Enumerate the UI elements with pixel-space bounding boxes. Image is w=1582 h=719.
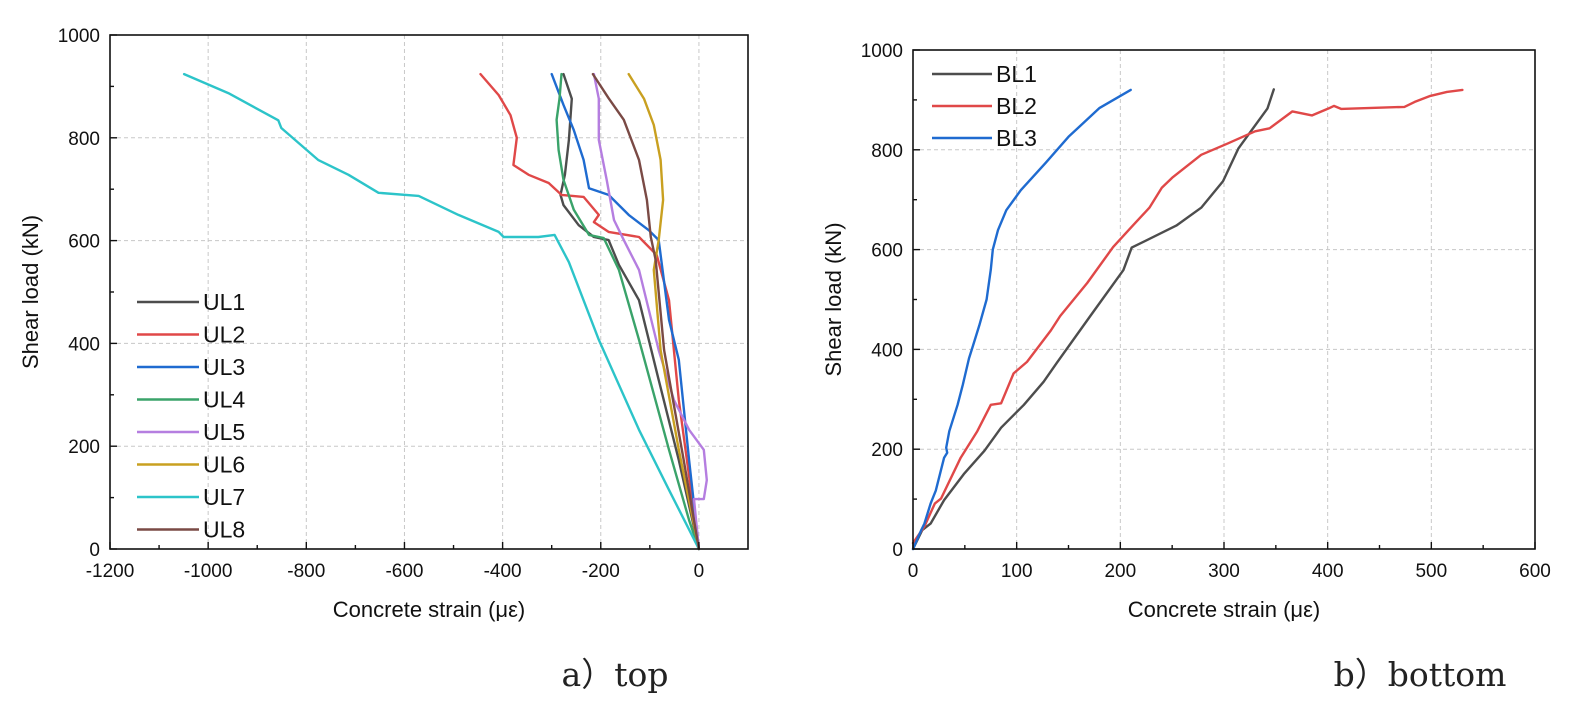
series-ul8 [591, 72, 701, 551]
x-tick-label: -400 [484, 561, 522, 582]
series-bl2 [911, 88, 1464, 545]
y-tick-label: 200 [68, 437, 100, 458]
series-ul3 [550, 72, 701, 551]
series-ul4 [555, 72, 701, 551]
x-tick-label: 400 [1312, 561, 1344, 582]
y-tick-label: 400 [68, 334, 100, 355]
caption-bottom: b）bottom [1334, 655, 1507, 694]
series-bl3 [911, 88, 1132, 551]
legend-item-ul8: UL8 [137, 517, 245, 543]
series-layer-bottom [911, 88, 1464, 551]
legend-item-ul7: UL7 [137, 484, 245, 510]
legend-label: BL3 [996, 125, 1037, 151]
x-tick-label: -600 [385, 561, 423, 582]
y-tick-label: 1000 [58, 26, 100, 47]
x-tick-label: 500 [1415, 561, 1447, 582]
legend-item-ul2: UL2 [137, 322, 245, 348]
y-tick-label: 200 [871, 440, 903, 461]
legend-label: UL7 [203, 484, 245, 510]
x-tick-label: -800 [287, 561, 325, 582]
legend-label: UL5 [203, 419, 245, 445]
legend-label: UL1 [203, 289, 245, 315]
x-tick-label: -1000 [184, 561, 233, 582]
y-tick-label: 600 [871, 241, 903, 262]
legend-item-bl3: BL3 [932, 125, 1037, 151]
x-tick-label: 100 [1001, 561, 1033, 582]
y-tick-label: 600 [68, 232, 100, 253]
y-tick-label: 800 [871, 141, 903, 162]
legend-label: BL2 [996, 93, 1037, 119]
legend-item-ul3: UL3 [137, 354, 245, 380]
legend-item-ul4: UL4 [137, 387, 245, 413]
legend-label: UL6 [203, 452, 245, 478]
series-bl1 [911, 88, 1275, 551]
series-ul2 [479, 72, 701, 551]
legend-bottom: BL1 BL2 BL3 [932, 61, 1037, 151]
series-ul5 [592, 72, 708, 551]
legend-item-bl1: BL1 [932, 61, 1037, 87]
ticks-top: -1200 -1000 -800 -600 -400 -200 0 0 200 400 600 800… [58, 26, 704, 582]
x-tick-label: -200 [582, 561, 620, 582]
legend-item-ul6: UL6 [137, 452, 245, 478]
x-tick-label: 0 [694, 561, 705, 582]
x-tick-label: 0 [908, 561, 919, 582]
x-tick-label: -1200 [86, 561, 135, 582]
legend-label: UL2 [203, 322, 245, 348]
chart-top: -1200 -1000 -800 -600 -400 -200 0 0 200 400 600 800… [18, 26, 749, 694]
series-ul7 [182, 72, 701, 551]
y-tick-label: 400 [871, 340, 903, 361]
x-tick-label: 600 [1519, 561, 1551, 582]
legend-item-ul5: UL5 [137, 419, 245, 445]
legend-label: UL8 [203, 517, 245, 543]
legend-item-ul1: UL1 [137, 289, 245, 315]
y-tick-label: 1000 [861, 41, 903, 62]
chart-bottom: 0 100 200 300 400 500 600 0 200 400 600 800 1000 BL1… [821, 41, 1551, 694]
x-axis-title-top: Concrete strain (με) [333, 597, 525, 622]
ticks-bottom: 0 100 200 300 400 500 600 0 200 400 600 800 1000 [861, 41, 1551, 582]
legend-label: BL1 [996, 61, 1037, 87]
legend-label: UL3 [203, 354, 245, 380]
series-layer-top [182, 72, 708, 551]
x-tick-label: 300 [1208, 561, 1240, 582]
y-axis-title-bottom: Shear load (kN) [821, 222, 846, 376]
x-tick-label: 200 [1104, 561, 1136, 582]
caption-top: a）top [562, 655, 669, 694]
x-axis-title-bottom: Concrete strain (με) [1128, 597, 1320, 622]
y-tick-label: 0 [892, 540, 903, 561]
y-tick-label: 800 [68, 129, 100, 150]
legend-top: UL1 UL2 UL3 UL4 UL5 UL6 UL7 UL8 [137, 289, 245, 543]
y-tick-label: 0 [89, 540, 100, 561]
grid-top [110, 35, 748, 549]
y-axis-title-top: Shear load (kN) [18, 215, 43, 369]
series-ul6 [627, 72, 701, 551]
legend-label: UL4 [203, 387, 245, 413]
legend-item-bl2: BL2 [932, 93, 1037, 119]
